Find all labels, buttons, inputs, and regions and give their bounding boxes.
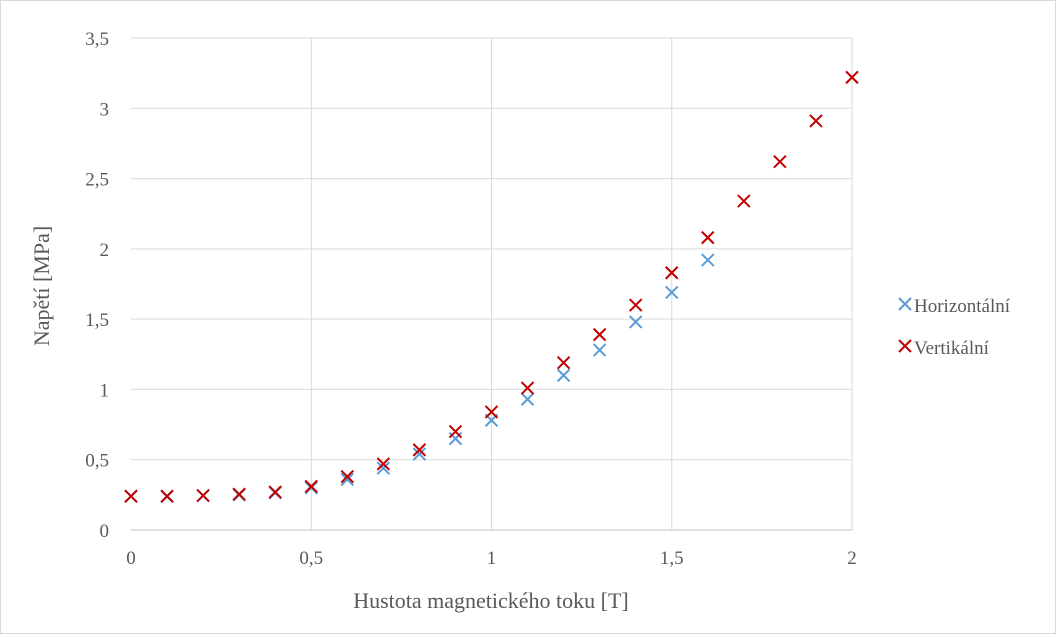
- legend-marker-horizontal: [898, 297, 912, 311]
- data-point: [196, 488, 210, 503]
- data-point: [592, 343, 607, 357]
- data-point: [773, 154, 787, 169]
- data-point: [701, 253, 715, 267]
- data-point: [412, 443, 427, 457]
- data-point: [520, 392, 535, 406]
- data-point: [340, 472, 355, 487]
- data-point: [232, 487, 246, 501]
- data-point: [809, 114, 823, 128]
- y-tick-labels: 0 0,5 1 1,5 2 2,5 3 3,5: [85, 29, 109, 542]
- data-point: [737, 194, 751, 208]
- y-tick-label: 2,5: [85, 170, 109, 191]
- legend-item-horizontal: Horizontální: [898, 296, 1011, 317]
- data-point: [376, 457, 391, 471]
- data-point: [556, 356, 571, 370]
- legend: Horizontální Vertikální: [898, 296, 1011, 359]
- y-tick-label: 0,5: [85, 451, 109, 472]
- data-point: [340, 469, 355, 484]
- data-point: [665, 266, 679, 280]
- data-point: [665, 285, 679, 300]
- data-points: [124, 70, 859, 503]
- y-tick-label: 1: [100, 380, 110, 401]
- y-tick-label: 3,5: [85, 29, 109, 50]
- series-horizontal: [124, 253, 715, 503]
- data-point: [592, 327, 607, 342]
- legend-item-vertical: Vertikální: [898, 338, 990, 359]
- y-tick-label: 2: [100, 240, 110, 261]
- grid-lines: [131, 37, 853, 531]
- legend-marker-vertical: [898, 339, 912, 353]
- data-point: [845, 70, 859, 85]
- data-point: [701, 230, 715, 245]
- x-tick-label: 1,5: [660, 548, 684, 569]
- data-point: [556, 368, 571, 383]
- data-point: [628, 315, 643, 329]
- data-point: [160, 489, 174, 503]
- legend-marker-x-icon: [898, 339, 912, 353]
- x-tick-label: 1: [487, 548, 497, 569]
- series-vertical: [124, 70, 859, 503]
- x-tick-labels: 0 0,5 1 1,5 2: [126, 548, 857, 569]
- data-point: [448, 424, 463, 439]
- y-tick-label: 1,5: [85, 310, 109, 331]
- data-point: [376, 461, 391, 475]
- data-point: [412, 447, 427, 461]
- y-axis-title: Napětí [MPa]: [29, 226, 54, 346]
- data-point: [628, 298, 643, 312]
- legend-marker-x-icon: [898, 297, 912, 311]
- data-point: [124, 489, 138, 503]
- x-tick-label: 2: [847, 548, 857, 569]
- legend-label-vertical: Vertikální: [914, 338, 990, 359]
- data-point: [484, 405, 499, 419]
- data-point: [304, 479, 318, 494]
- x-axis-title: Hustota magnetického toku [T]: [353, 588, 629, 613]
- x-tick-label: 0,5: [299, 548, 323, 569]
- y-tick-label: 0: [100, 521, 110, 542]
- data-point: [520, 381, 535, 395]
- legend-label-horizontal: Horizontální: [914, 296, 1011, 317]
- x-tick-label: 0: [126, 548, 136, 569]
- y-tick-label: 3: [100, 99, 110, 120]
- data-point: [268, 485, 282, 499]
